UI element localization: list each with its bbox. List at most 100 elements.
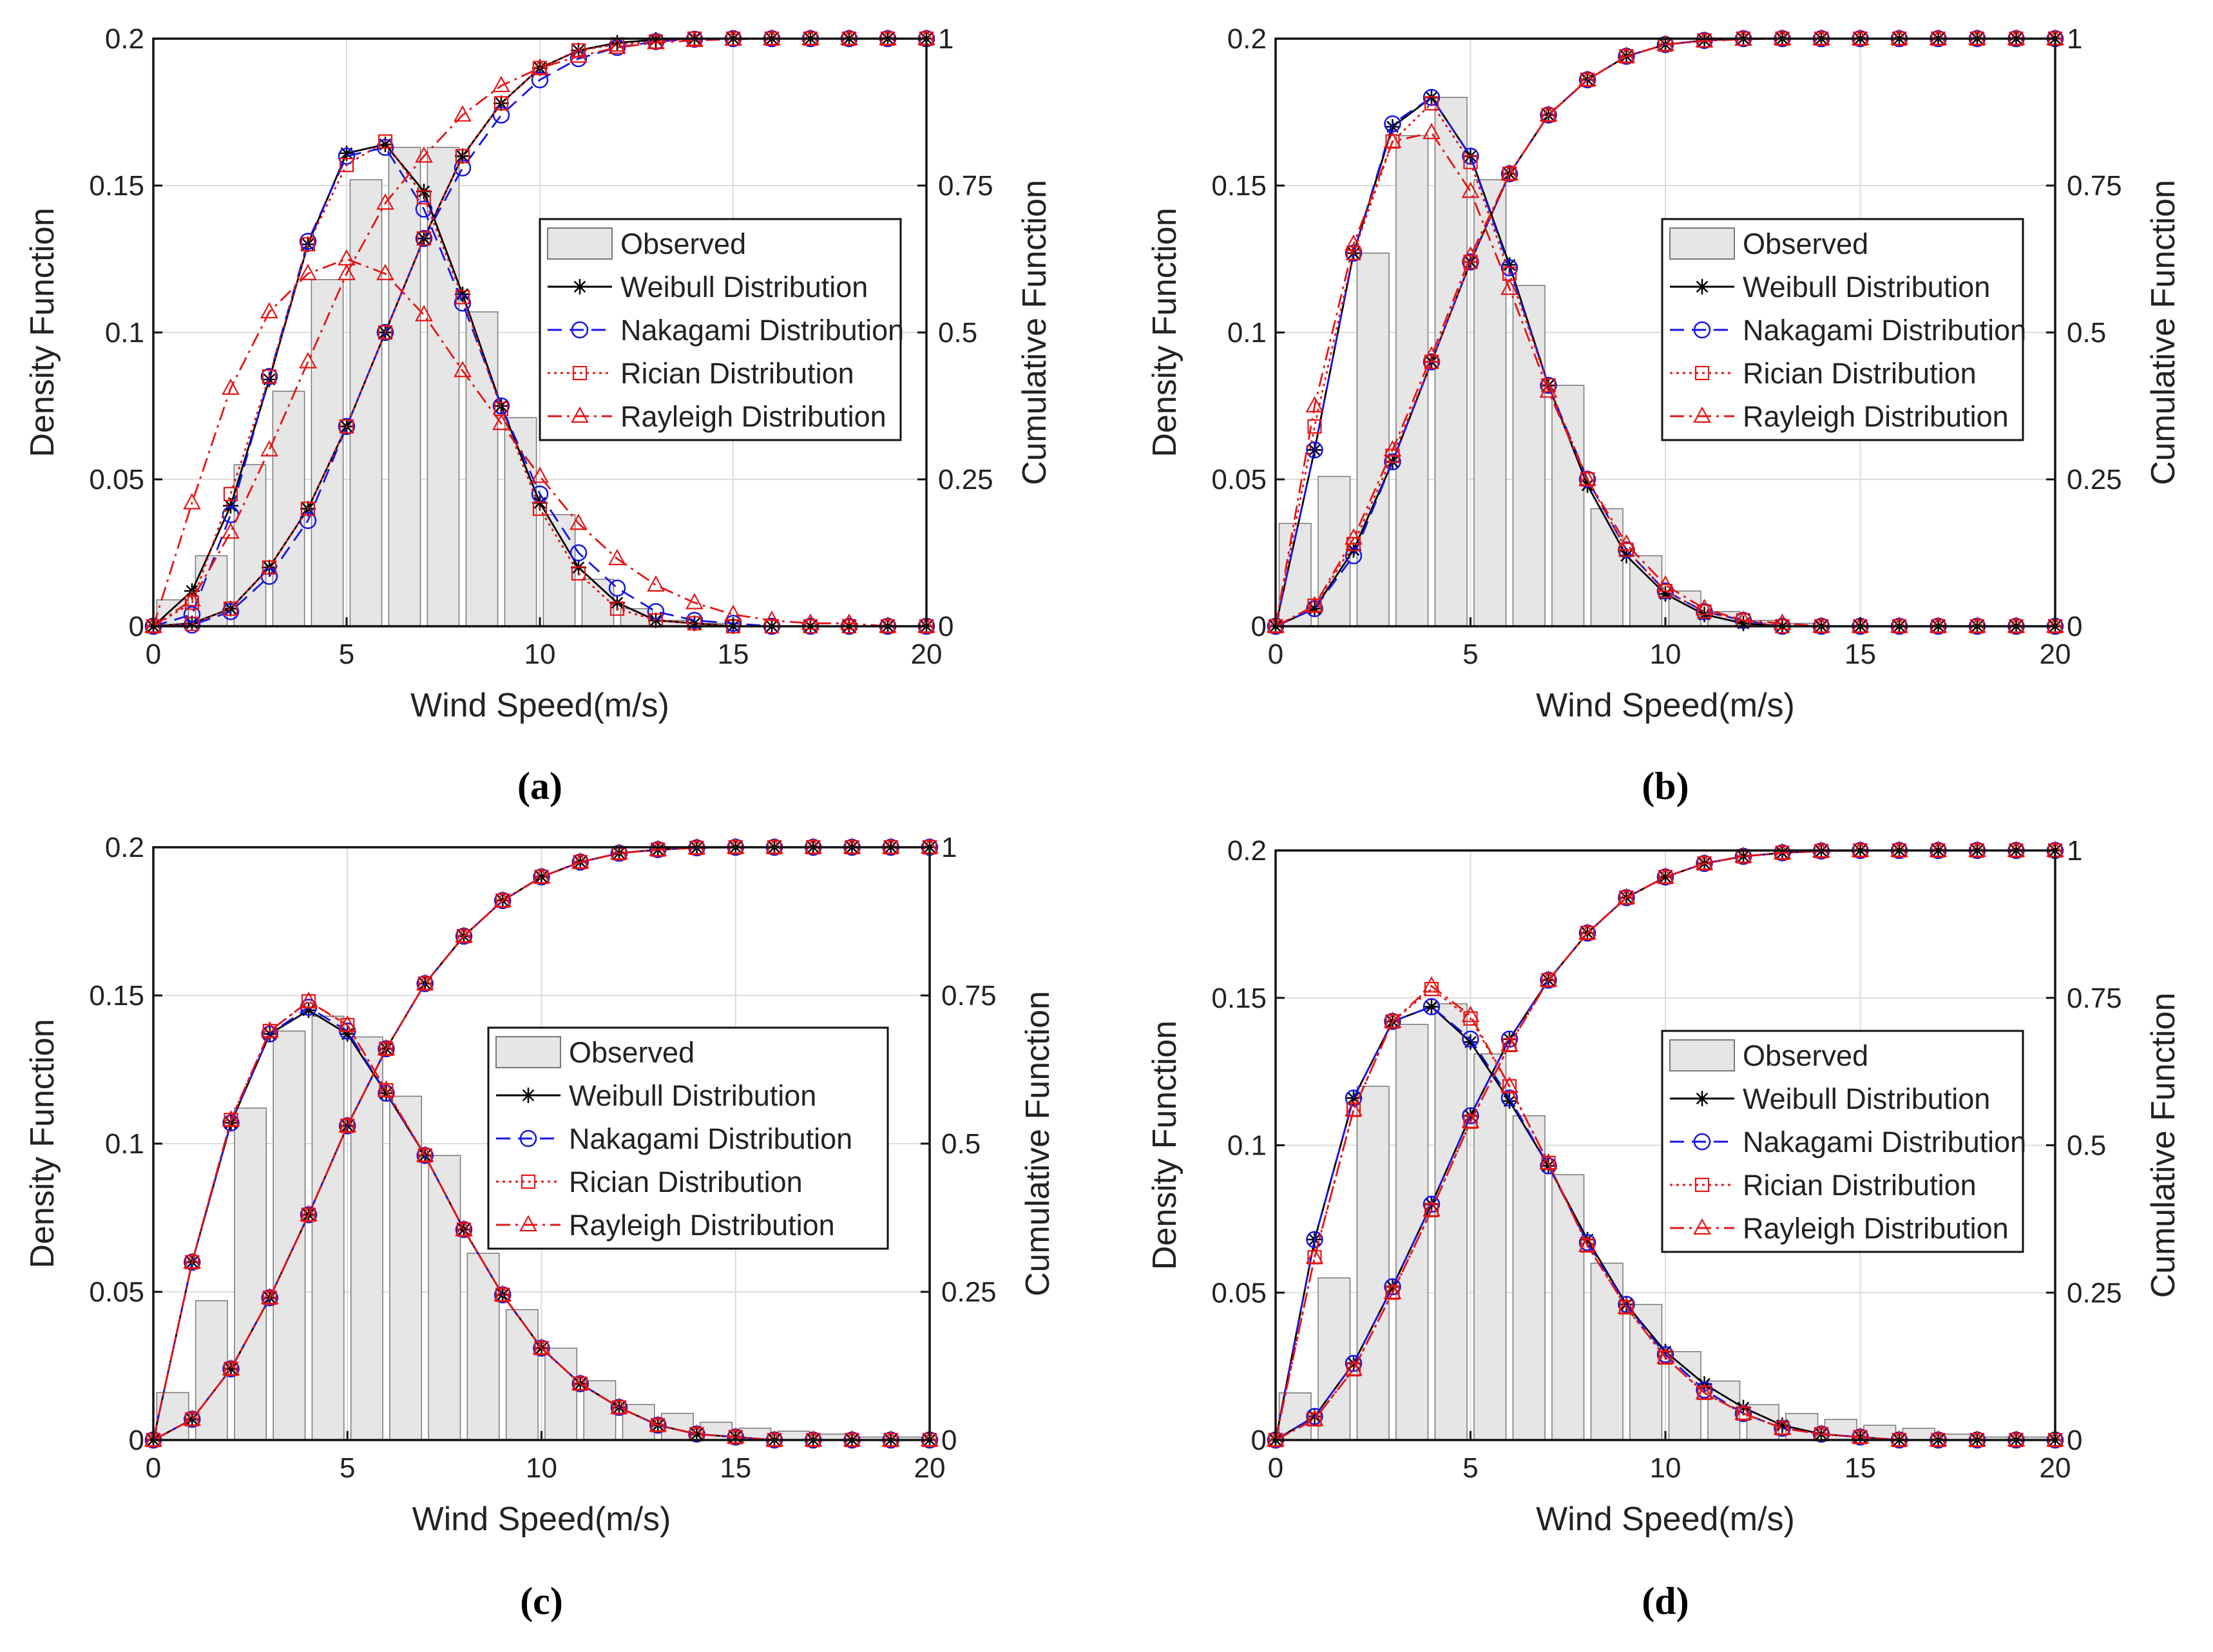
nakagami-marker bbox=[261, 1025, 278, 1043]
y-right-tick-label: 0.5 bbox=[941, 1128, 981, 1160]
observed-bar bbox=[389, 1095, 423, 1441]
y-left-axis-title: Density Function bbox=[24, 1019, 61, 1268]
rayleigh-marker bbox=[1968, 616, 1986, 633]
weibull-marker bbox=[340, 1026, 356, 1042]
weibull-marker bbox=[1736, 615, 1751, 631]
legend: Observed Weibull Distribution Nakagami Dis… bbox=[487, 1026, 889, 1250]
nakagami-marker bbox=[1578, 1234, 1596, 1251]
rayleigh-pdf-line bbox=[1274, 984, 2055, 1441]
nakagami-marker bbox=[1306, 600, 1323, 617]
rayleigh-marker bbox=[415, 146, 433, 163]
legend-label-rician: Rician Distribution bbox=[1743, 357, 1977, 390]
y-left-tick-label: 0.2 bbox=[105, 23, 144, 55]
rayleigh-marker bbox=[519, 1215, 537, 1232]
rayleigh-marker bbox=[260, 1021, 279, 1038]
nakagami-marker bbox=[260, 368, 278, 385]
rayleigh-marker bbox=[649, 1415, 667, 1432]
rayleigh-marker bbox=[183, 1409, 202, 1426]
nakagami-marker bbox=[1540, 376, 1557, 394]
weibull-marker bbox=[1694, 1091, 1710, 1106]
y-left-tick-label: 0.2 bbox=[105, 832, 144, 863]
rayleigh-marker bbox=[765, 1430, 783, 1447]
rayleigh-marker bbox=[376, 193, 394, 210]
rayleigh-marker bbox=[647, 33, 665, 50]
observed-bar bbox=[1473, 179, 1507, 627]
y-left-tick-label: 0.2 bbox=[1227, 835, 1267, 867]
rayleigh-marker bbox=[881, 837, 900, 854]
rayleigh-cdf-line bbox=[1275, 849, 2055, 1441]
rayleigh-marker bbox=[1461, 181, 1480, 198]
y-left-axis-title: Density Function bbox=[1146, 1021, 1183, 1270]
x-tick-label: 10 bbox=[524, 639, 556, 670]
observed-bar bbox=[466, 1253, 500, 1441]
rayleigh-marker bbox=[1929, 616, 1948, 633]
rayleigh-marker bbox=[1461, 246, 1480, 263]
nakagami-marker bbox=[299, 233, 317, 250]
weibull-marker bbox=[687, 615, 702, 631]
rayleigh-marker bbox=[1539, 970, 1558, 987]
rayleigh-marker bbox=[376, 264, 394, 280]
rayleigh-marker bbox=[1851, 840, 1870, 858]
nakagami-marker bbox=[571, 321, 589, 339]
nakagami-marker bbox=[570, 50, 588, 68]
observed-bar bbox=[1746, 1404, 1779, 1441]
rayleigh-marker bbox=[1305, 1247, 1324, 1264]
rayleigh-marker bbox=[455, 1220, 473, 1236]
rayleigh-marker bbox=[571, 852, 589, 869]
y-left-tick-label: 0.2 bbox=[1227, 23, 1267, 55]
nakagami-cdf-line bbox=[1275, 849, 2055, 1441]
observed-bar bbox=[233, 464, 267, 627]
x-tick-label: 5 bbox=[1462, 639, 1478, 670]
legend-label-rayleigh: Rayleigh Distribution bbox=[620, 400, 886, 433]
rayleigh-marker bbox=[1345, 528, 1363, 545]
observed-bar bbox=[234, 1108, 267, 1441]
nakagami-marker bbox=[376, 323, 394, 341]
rayleigh-marker bbox=[804, 1430, 823, 1447]
rayleigh-marker bbox=[260, 440, 278, 457]
nakagami-marker bbox=[1618, 1296, 1635, 1313]
rayleigh-pdf-line bbox=[152, 1000, 930, 1441]
legend: Observed Weibull Distribution Nakagami Dis… bbox=[539, 218, 904, 441]
y-right-axis-title: Cumulative Function bbox=[2145, 993, 2182, 1298]
y-left-tick-label: 0.1 bbox=[1227, 317, 1267, 349]
weibull-marker bbox=[339, 145, 354, 161]
rician-marker bbox=[339, 419, 354, 434]
observed-bar bbox=[388, 146, 421, 627]
rayleigh-marker bbox=[222, 522, 240, 539]
rayleigh-marker bbox=[647, 575, 665, 592]
rician-marker bbox=[455, 149, 470, 164]
nakagami-marker bbox=[1696, 1381, 1713, 1399]
weibull-marker bbox=[1462, 1034, 1479, 1050]
rayleigh-marker bbox=[1851, 1427, 1870, 1444]
rayleigh-marker bbox=[1968, 28, 1986, 46]
rician-marker bbox=[455, 290, 470, 305]
rayleigh-marker bbox=[843, 1430, 861, 1447]
nakagami-marker bbox=[570, 544, 588, 562]
x-tick-label: 5 bbox=[339, 639, 354, 670]
x-tick-label: 20 bbox=[2040, 1452, 2071, 1484]
rayleigh-marker bbox=[1539, 1153, 1558, 1170]
y-left-tick-label: 0 bbox=[129, 1425, 144, 1456]
nakagami-marker bbox=[531, 71, 549, 89]
y-right-tick-label: 1 bbox=[2067, 23, 2082, 55]
y-left-tick-label: 0.05 bbox=[89, 1276, 144, 1308]
weibull-marker bbox=[1694, 279, 1710, 294]
legend-label-weibull: Weibull Distribution bbox=[569, 1079, 816, 1112]
legend-label-nakagami: Nakagami Distribution bbox=[1743, 314, 2026, 347]
rician-marker bbox=[1463, 155, 1478, 169]
rayleigh-marker bbox=[1812, 28, 1830, 46]
rayleigh-marker bbox=[1267, 616, 1285, 633]
nakagami-marker bbox=[1423, 88, 1441, 106]
rayleigh-marker bbox=[2046, 616, 2064, 633]
y-right-axis-title: Cumulative Function bbox=[1016, 180, 1053, 485]
observed-bar bbox=[1590, 508, 1624, 627]
rayleigh-marker bbox=[843, 837, 861, 854]
rayleigh-marker bbox=[532, 1338, 551, 1355]
rayleigh-marker bbox=[2007, 1430, 2026, 1447]
y-right-tick-label: 0.5 bbox=[938, 317, 977, 349]
legend-label-nakagami: Nakagami Distribution bbox=[1743, 1126, 2026, 1158]
nakagami-marker bbox=[1345, 1354, 1363, 1372]
observed-bar bbox=[465, 311, 499, 627]
observed-bar bbox=[350, 1036, 383, 1441]
x-tick-label: 10 bbox=[1650, 1452, 1681, 1484]
